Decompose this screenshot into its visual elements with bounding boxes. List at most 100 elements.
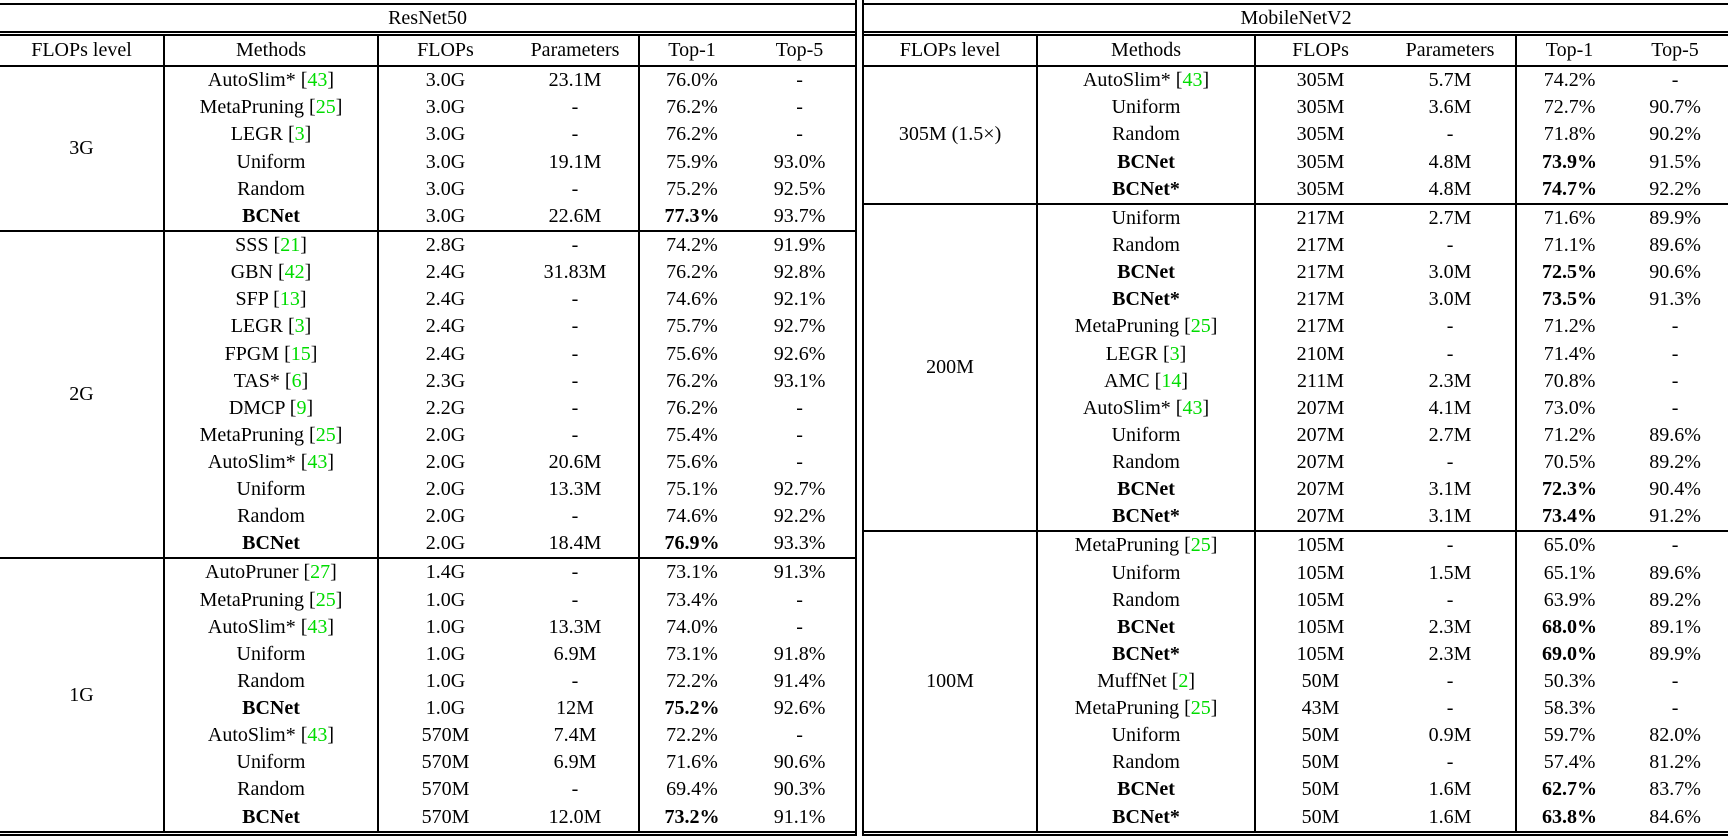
flops-cell: 50M — [1254, 721, 1386, 749]
col-header-methods: Methods — [163, 33, 378, 67]
method-cell: MetaPruning [25] — [1036, 694, 1256, 722]
method-cell: Uniform — [163, 748, 378, 777]
method-cell: BCNet — [1036, 776, 1256, 804]
citation-ref: 3 — [294, 123, 305, 146]
top5-cell: - — [796, 723, 803, 746]
top1-cell: 75.4% — [638, 421, 744, 449]
table-row: LEGR [3] 2.4G - 75.7% 92.7% — [0, 313, 855, 341]
top5-cell: 93.1% — [773, 369, 826, 392]
table-row: Uniform 570M 6.9M 71.6% 90.6% — [0, 748, 855, 777]
parameters-cell: 1.5M — [1428, 561, 1472, 584]
method-cell: SFP [13] — [163, 286, 378, 314]
flops-cell: 2.8G — [377, 229, 512, 260]
col-header-flops-level: FLOPs level — [0, 33, 164, 67]
citation-ref: 6 — [291, 369, 302, 392]
table-row: Random 105M - 63.9% 89.2% — [864, 586, 1728, 614]
method-cell: AMC [14] — [1036, 367, 1256, 395]
table-row: MetaPruning [25] 1.0G - 73.4% - — [0, 586, 855, 614]
top5-cell: - — [796, 123, 803, 146]
method-cell: Random — [163, 776, 378, 804]
top1-cell: 69.4% — [638, 776, 744, 804]
top1-cell: 63.9% — [1515, 586, 1623, 614]
top5-cell: 90.4% — [1649, 477, 1701, 500]
table-row: BCNet 570M 12.0M 73.2% 91.1% — [0, 803, 855, 834]
method-cell: AutoSlim* [43] — [163, 613, 378, 641]
parameters-cell: - — [1446, 315, 1454, 338]
method-cell: BCNet — [163, 529, 378, 559]
top1-cell: 74.6% — [638, 286, 744, 314]
flops-cell: 1.0G — [377, 586, 512, 614]
flops-level-cell: 305M (1.5×) — [898, 123, 1002, 146]
top1-cell: 76.2% — [638, 367, 744, 395]
table-title: ResNet50 — [0, 4, 856, 36]
parameters-cell: - — [571, 369, 579, 392]
parameters-cell: 12M — [556, 696, 594, 719]
col-header-methods: Methods — [1036, 33, 1256, 67]
top5-cell: 84.6% — [1649, 805, 1701, 828]
citation-ref: 21 — [280, 234, 301, 257]
resnet50-table-body: 3G AutoSlim* [43] 3.0G 23.1M 76.0% - MetaPruni… — [0, 66, 856, 834]
parameters-cell: 13.3M — [548, 615, 602, 638]
flops-cell: 2.3G — [377, 367, 512, 395]
top5-cell: - — [1671, 396, 1679, 419]
parameters-cell: - — [1446, 342, 1454, 365]
citation-ref: 13 — [279, 288, 300, 311]
method-cell: MetaPruning [25] — [1036, 530, 1256, 560]
top1-cell: 71.6% — [638, 748, 744, 777]
parameters-cell: 2.3M — [1428, 615, 1472, 638]
method-cell: SSS [21] — [163, 229, 378, 260]
flops-cell: 3.0G — [377, 121, 512, 149]
parameters-cell: 7.4M — [553, 723, 597, 746]
method-cell: AutoSlim* [43] — [163, 721, 378, 749]
table-row: Uniform 3.0G 19.1M 75.9% 93.0% — [0, 148, 855, 176]
flops-level-cell: 2G — [0, 229, 164, 559]
top1-cell: 65.1% — [1515, 559, 1623, 587]
top5-cell: 81.2% — [1649, 751, 1701, 773]
top5-cell: 89.6% — [1649, 234, 1701, 257]
top1-cell: 74.7% — [1515, 175, 1623, 204]
top5-cell: - — [1622, 530, 1728, 560]
top5-cell: 83.7% — [1649, 778, 1701, 801]
flops-cell: 570M — [377, 776, 512, 804]
citation-ref: 3 — [294, 315, 305, 338]
top5-cell: 89.1% — [1649, 615, 1701, 638]
parameters-cell: - — [1446, 123, 1454, 146]
method-cell: BCNet — [1036, 613, 1256, 641]
citation-ref: 9 — [296, 396, 307, 419]
flops-cell: 1.0G — [377, 694, 512, 722]
col-header-flops-level: FLOPs level — [864, 33, 1038, 67]
table-row: MuffNet [2] 50M - 50.3% - — [864, 667, 1728, 695]
citation-ref: 43 — [1182, 396, 1203, 419]
method-cell: BCNet — [163, 694, 378, 722]
top1-cell: 75.9% — [638, 148, 744, 176]
parameters-cell: 19.1M — [548, 150, 602, 173]
top5-cell: 91.2% — [1649, 505, 1701, 528]
table-row: MetaPruning [25] 217M - 71.2% - — [864, 313, 1728, 341]
top5-cell: 89.2% — [1649, 588, 1701, 611]
parameters-cell: 2.7M — [1385, 202, 1517, 233]
table-row: BCNet 105M 2.3M 68.0% 89.1% — [864, 613, 1728, 641]
parameters-cell: 4.8M — [1428, 150, 1472, 173]
method-cell: BCNet* — [1036, 502, 1256, 532]
parameters-cell: - — [571, 423, 579, 446]
flops-cell: 207M — [1254, 421, 1386, 449]
col-header-top5: Top-5 — [1622, 33, 1728, 67]
method-cell: AutoSlim* [43] — [163, 448, 378, 476]
mobilenetv2-table-body: 305M (1.5×) AutoSlim* [43] 305M 5.7M 74.2% - U… — [864, 66, 1728, 834]
flops-cell: 50M — [1254, 803, 1386, 834]
flops-cell: 207M — [1254, 502, 1386, 532]
table-row: Uniform 1.0G 6.9M 73.1% 91.8% — [0, 640, 855, 668]
top5-cell: - — [1671, 369, 1679, 392]
parameters-cell: - — [1385, 530, 1517, 560]
parameters-cell: - — [1446, 751, 1454, 773]
flops-cell: 50M — [1254, 667, 1386, 695]
parameters-cell: - — [571, 778, 579, 801]
mobilenetv2-title-row: MobileNetV2 — [864, 4, 1728, 36]
table-row: TAS* [6] 2.3G - 76.2% 93.1% — [0, 367, 855, 395]
parameters-cell: - — [571, 396, 579, 419]
table-title: MobileNetV2 — [864, 4, 1728, 36]
top1-cell: 71.8% — [1515, 121, 1623, 149]
top1-cell: 76.2% — [638, 121, 744, 149]
top5-cell: 89.9% — [1622, 202, 1728, 233]
top1-cell: 63.8% — [1515, 803, 1623, 834]
